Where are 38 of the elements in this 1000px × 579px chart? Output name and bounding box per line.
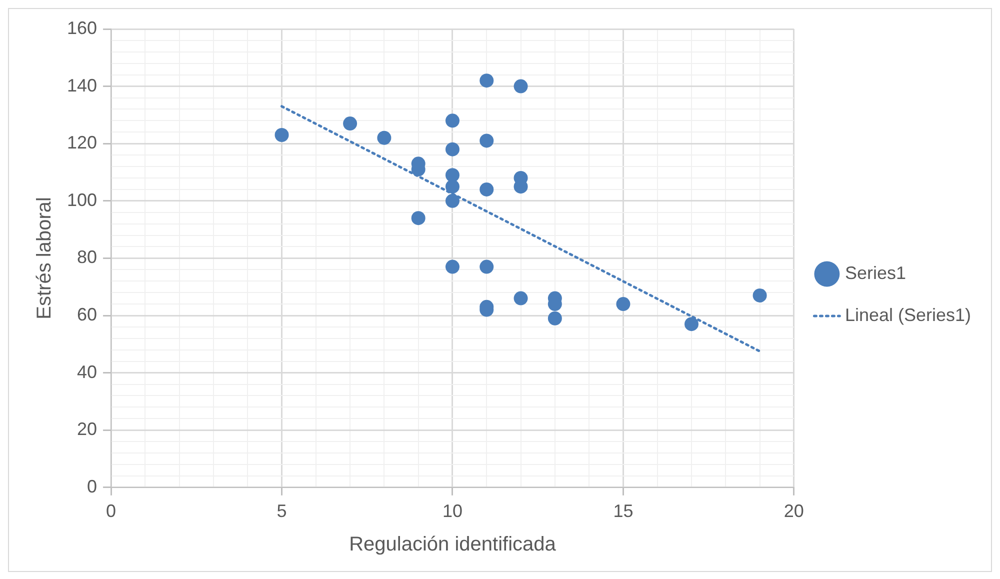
x-tick-label: 20: [784, 501, 804, 522]
point: [480, 182, 494, 196]
point: [445, 194, 460, 208]
x-tick-label: 0: [106, 501, 116, 522]
x-tick-label: 15: [613, 501, 634, 522]
point: [684, 317, 699, 332]
point: [514, 291, 528, 306]
point: [616, 297, 630, 312]
y-tick-label: 60: [77, 304, 98, 324]
x-tick-label: 10: [442, 501, 462, 522]
point: [514, 79, 528, 94]
point: [548, 311, 562, 326]
point: [445, 168, 460, 182]
x-axis-title: Regulación identificada: [349, 534, 557, 556]
y-tick-label: 80: [77, 247, 98, 268]
y-tick-label: 120: [66, 132, 98, 153]
point: [343, 116, 358, 131]
point: [411, 211, 426, 226]
point: [752, 288, 767, 302]
y-tick-label: 100: [66, 190, 98, 210]
point: [274, 128, 289, 142]
y-tick-label: 160: [66, 18, 98, 38]
point: [480, 74, 494, 88]
y-tick-label: 140: [66, 75, 98, 96]
point: [377, 130, 392, 145]
point: [445, 114, 460, 128]
x-tick-label: 5: [276, 501, 287, 522]
point: [480, 260, 494, 274]
y-tick-label: 20: [77, 419, 98, 440]
y-tick-label: 40: [77, 362, 98, 382]
point: [445, 142, 460, 156]
point: [445, 260, 460, 274]
legend-label: Lineal (Series1): [844, 304, 971, 325]
y-axis-title: Estrés laboral: [34, 197, 56, 320]
point: [445, 180, 460, 194]
point: [480, 134, 494, 148]
y-tick-label: 0: [87, 476, 98, 496]
legend-label: Series1: [844, 262, 906, 283]
